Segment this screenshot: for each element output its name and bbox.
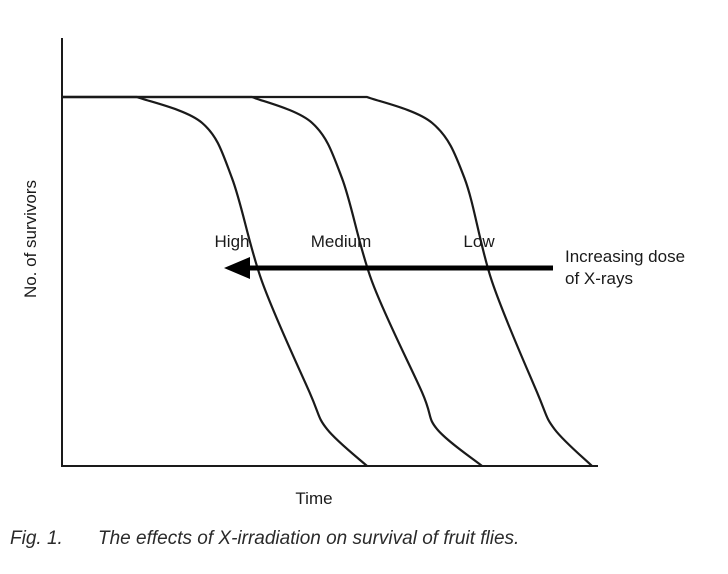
figure-caption: Fig. 1. The effects of X-irradiation on s… bbox=[10, 528, 519, 550]
survival-curve-medium bbox=[62, 95, 483, 467]
series-label-medium: Medium bbox=[311, 232, 371, 251]
survival-curve-low bbox=[62, 95, 593, 467]
dose-annotation-line1: Increasing dose bbox=[565, 247, 685, 266]
figure-caption-text: The effects of X-irradiation on survival… bbox=[98, 528, 520, 549]
dose-annotation-line2: of X-rays bbox=[565, 269, 633, 288]
series-label-low: Low bbox=[463, 232, 495, 251]
x-axis-title: Time bbox=[295, 489, 332, 508]
series-label-high: High bbox=[215, 232, 250, 251]
figure-number: Fig. 1. bbox=[10, 528, 63, 549]
dose-arrowhead bbox=[224, 257, 250, 279]
survival-curve-high bbox=[62, 95, 368, 467]
survival-curves bbox=[62, 95, 593, 467]
y-axis-title: No. of survivors bbox=[21, 180, 40, 298]
